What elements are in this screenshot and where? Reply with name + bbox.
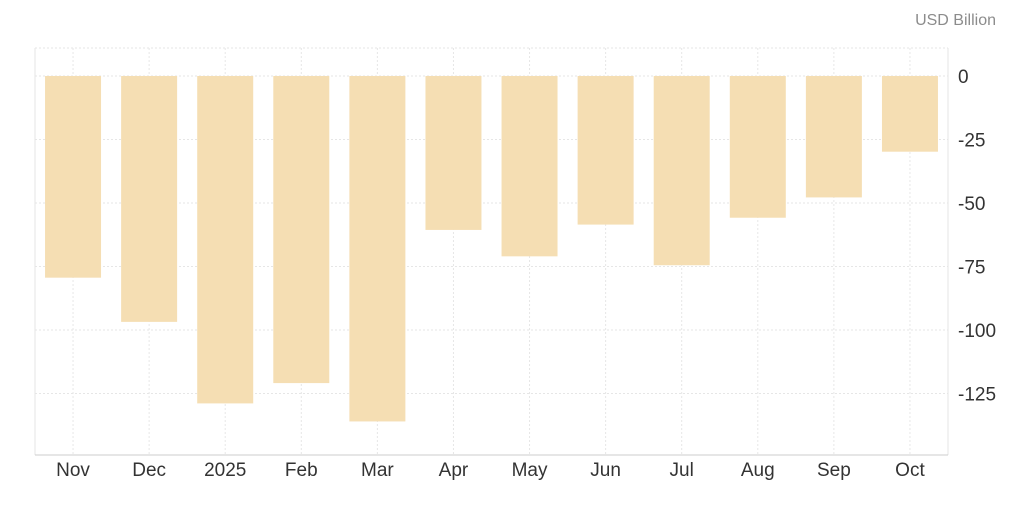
x-tick-label: Jun	[590, 460, 621, 481]
bar	[501, 76, 558, 257]
unit-label: USD Billion	[915, 12, 996, 29]
bar	[805, 76, 862, 198]
y-tick-label: -50	[958, 194, 985, 215]
x-tick-label: Nov	[56, 460, 90, 481]
bar	[729, 76, 786, 218]
bar	[349, 76, 406, 422]
bar	[653, 76, 710, 266]
x-tick-label: Dec	[132, 460, 166, 481]
x-tick-label: Oct	[895, 460, 925, 481]
bar	[577, 76, 634, 225]
x-tick-label: Sep	[817, 460, 851, 481]
bar	[881, 76, 938, 152]
y-tick-label: -75	[958, 258, 985, 279]
bar	[273, 76, 330, 384]
y-tick-label: 0	[958, 67, 969, 88]
bar	[197, 76, 254, 404]
x-tick-label: Apr	[439, 460, 469, 481]
bar	[45, 76, 102, 278]
x-tick-label: Jul	[670, 460, 694, 481]
y-tick-label: -125	[958, 385, 996, 406]
bar	[121, 76, 178, 322]
x-tick-label: Feb	[285, 460, 318, 481]
x-tick-label: Aug	[741, 460, 775, 481]
x-tick-label: Mar	[361, 460, 394, 481]
y-tick-label: -25	[958, 131, 985, 152]
x-tick-label: 2025	[204, 460, 246, 481]
y-tick-label: -100	[958, 321, 996, 342]
x-tick-label: May	[512, 460, 548, 481]
bar	[425, 76, 482, 230]
